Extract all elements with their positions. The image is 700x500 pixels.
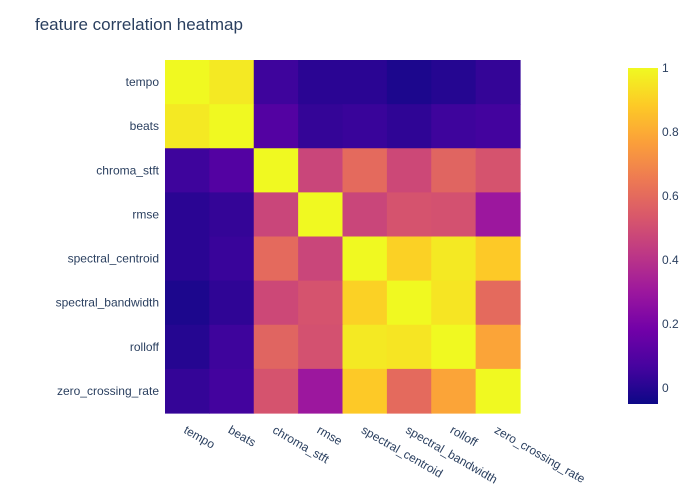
heatmap-cell-spectral-centroid-chroma-stft <box>253 236 299 282</box>
y-tick-label-chroma-stft: chroma_stft <box>96 163 159 177</box>
heatmap-cell-beats-rmse <box>298 104 344 149</box>
heatmap-cell-spectral-bandwidth-tempo <box>165 280 210 326</box>
heatmap-cell-spectral-centroid-zero-crossing-rate <box>475 236 521 282</box>
heatmap-cell-spectral-centroid-spectral-centroid <box>342 236 388 282</box>
heatmap-cell-zero-crossing-rate-chroma-stft <box>253 368 299 414</box>
colorbar-tick-labels: 0 0.2 0.4 0.6 0.8 1 <box>662 61 679 395</box>
heatmap-cell-tempo-zero-crossing-rate <box>475 60 521 105</box>
heatmap-cell-spectral-centroid-rmse <box>298 236 344 282</box>
heatmap-cell-chroma-stft-zero-crossing-rate <box>475 148 521 193</box>
heatmap-cell-chroma-stft-spectral-bandwidth <box>386 148 432 193</box>
y-tick-label-spectral-bandwidth: spectral_bandwidth <box>56 296 159 310</box>
heatmap-cell-rmse-chroma-stft <box>253 192 299 238</box>
colorbar-tick-label: 1 <box>662 61 669 75</box>
heatmap-cell-chroma-stft-rmse <box>298 148 344 193</box>
heatmap-cell-chroma-stft-beats <box>209 148 255 193</box>
heatmap-cell-spectral-bandwidth-spectral-bandwidth <box>386 280 432 326</box>
colorbar <box>628 68 658 404</box>
heatmap-cell-spectral-bandwidth-rolloff <box>431 280 477 326</box>
heatmap-cell-chroma-stft-spectral-centroid <box>342 148 388 193</box>
colorbar-tick-label: 0.8 <box>662 125 679 139</box>
colorbar-tick-label: 0.2 <box>662 317 679 331</box>
heatmap-cell-rmse-rolloff <box>431 192 477 238</box>
y-tick-label-zero-crossing-rate: zero_crossing_rate <box>57 384 159 398</box>
heatmap-cell-chroma-stft-chroma-stft <box>253 148 299 193</box>
heatmap-cell-tempo-beats <box>209 60 255 105</box>
heatmap-cell-rolloff-rolloff <box>431 324 477 370</box>
heatmap-cell-tempo-tempo <box>165 60 210 105</box>
heatmap-cell-spectral-bandwidth-beats <box>209 280 255 326</box>
heatmap-cell-spectral-bandwidth-zero-crossing-rate <box>475 280 521 326</box>
heatmap-cell-zero-crossing-rate-rolloff <box>431 368 477 414</box>
y-tick-label-spectral-centroid: spectral_centroid <box>68 252 159 266</box>
heatmap-cell-beats-tempo <box>165 104 210 149</box>
heatmap-cell-rolloff-spectral-bandwidth <box>386 324 432 370</box>
heatmap-cell-rmse-rmse <box>298 192 344 238</box>
colorbar-tick-label: 0.6 <box>662 189 679 203</box>
heatmap-cells <box>165 60 521 414</box>
heatmap-cell-beats-zero-crossing-rate <box>475 104 521 149</box>
heatmap-cell-rolloff-tempo <box>165 324 210 370</box>
heatmap-cell-chroma-stft-rolloff <box>431 148 477 193</box>
heatmap-cell-rmse-spectral-centroid <box>342 192 388 238</box>
heatmap-cell-zero-crossing-rate-rmse <box>298 368 344 414</box>
heatmap-cell-zero-crossing-rate-beats <box>209 368 255 414</box>
y-tick-label-rolloff: rolloff <box>130 340 160 354</box>
heatmap-cell-tempo-chroma-stft <box>253 60 299 105</box>
heatmap-cell-rmse-tempo <box>165 192 210 238</box>
heatmap-cell-spectral-bandwidth-spectral-centroid <box>342 280 388 326</box>
heatmap-cell-rolloff-spectral-centroid <box>342 324 388 370</box>
heatmap-cell-spectral-centroid-rolloff <box>431 236 477 282</box>
heatmap-cell-beats-rolloff <box>431 104 477 149</box>
y-tick-label-rmse: rmse <box>132 207 159 221</box>
heatmap-cell-spectral-centroid-spectral-bandwidth <box>386 236 432 282</box>
heatmap-cell-zero-crossing-rate-zero-crossing-rate <box>475 368 521 414</box>
heatmap-cell-spectral-bandwidth-chroma-stft <box>253 280 299 326</box>
heatmap-cell-spectral-bandwidth-rmse <box>298 280 344 326</box>
heatmap-cell-rmse-spectral-bandwidth <box>386 192 432 238</box>
heatmap-cell-beats-chroma-stft <box>253 104 299 149</box>
heatmap-cell-spectral-centroid-beats <box>209 236 255 282</box>
colorbar-tick-label: 0 <box>662 381 669 395</box>
heatmap-cell-chroma-stft-tempo <box>165 148 210 193</box>
heatmap-cell-rmse-beats <box>209 192 255 238</box>
colorbar-tick-label: 0.4 <box>662 253 679 267</box>
heatmap-cell-beats-spectral-bandwidth <box>386 104 432 149</box>
heatmap-cell-beats-spectral-centroid <box>342 104 388 149</box>
y-tick-label-beats: beats <box>130 119 159 133</box>
heatmap-cell-tempo-spectral-bandwidth <box>386 60 432 105</box>
heatmap-cell-zero-crossing-rate-tempo <box>165 368 210 414</box>
y-tick-label-tempo: tempo <box>126 75 160 89</box>
chart-title: feature correlation heatmap <box>35 15 243 34</box>
heatmap-cell-zero-crossing-rate-spectral-centroid <box>342 368 388 414</box>
heatmap-cell-tempo-rmse <box>298 60 344 105</box>
heatmap-cell-rolloff-chroma-stft <box>253 324 299 370</box>
heatmap-cell-rolloff-beats <box>209 324 255 370</box>
heatmap-cell-beats-beats <box>209 104 255 149</box>
heatmap-cell-tempo-spectral-centroid <box>342 60 388 105</box>
heatmap-cell-zero-crossing-rate-spectral-bandwidth <box>386 368 432 414</box>
heatmap-cell-tempo-rolloff <box>431 60 477 105</box>
heatmap-cell-rolloff-rmse <box>298 324 344 370</box>
heatmap-cell-rmse-zero-crossing-rate <box>475 192 521 238</box>
heatmap-cell-spectral-centroid-tempo <box>165 236 210 282</box>
heatmap-cell-rolloff-zero-crossing-rate <box>475 324 521 370</box>
